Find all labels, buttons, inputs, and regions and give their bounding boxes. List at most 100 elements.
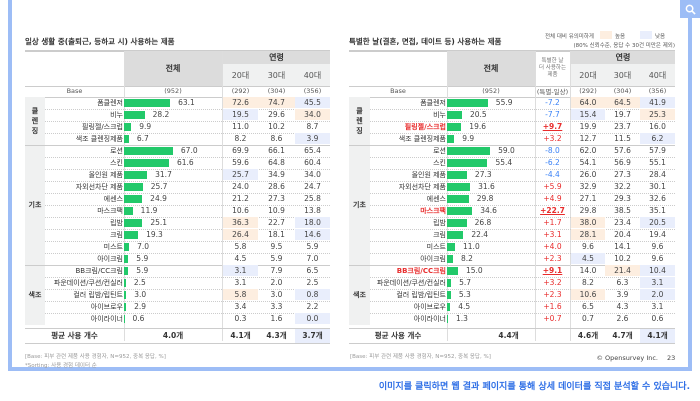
- value-age-2: 10.2: [614, 254, 631, 264]
- value-total: 22.4: [471, 230, 489, 240]
- value-age-2: 23.7: [614, 122, 631, 132]
- row-label[interactable]: 파운데이션/쿠션/컨실러: [376, 278, 446, 287]
- row-label[interactable]: 자외선차단 제품: [398, 182, 446, 191]
- row-label[interactable]: 마스크팩: [97, 206, 123, 215]
- row-label[interactable]: 필링젤/스크럽: [82, 122, 123, 131]
- row-label[interactable]: 로션: [110, 146, 123, 155]
- row-label[interactable]: 필링젤/스크럽: [404, 122, 446, 131]
- row-divider: [370, 288, 675, 290]
- value-age-3: 18.0: [295, 217, 330, 229]
- value-age-1: 0.7: [582, 314, 594, 324]
- bar-total: [124, 170, 148, 179]
- value-age-3: 9.6: [651, 254, 664, 264]
- right-footnote-base: [Base: 피부 관련 제품 사용 경험자, N=952, 중복 응답, %]: [350, 354, 491, 360]
- row-label[interactable]: 비누: [433, 110, 446, 119]
- value-total: 20.5: [469, 110, 487, 120]
- value-age-3: 60.4: [304, 158, 321, 168]
- page-number: 23: [667, 354, 676, 362]
- row-divider: [370, 108, 675, 110]
- row-label[interactable]: 올인원 제품: [88, 170, 123, 179]
- search-button[interactable]: [680, 0, 700, 18]
- row-label[interactable]: 미스트: [103, 242, 123, 251]
- avg-age-2: 4.7개: [612, 331, 633, 341]
- row-label[interactable]: 아이브로우: [90, 302, 123, 311]
- row-label[interactable]: 폼클렌저: [420, 98, 446, 107]
- bar-total: [124, 122, 132, 131]
- row-label[interactable]: 아이라이너: [413, 314, 446, 323]
- value-total: 34.6: [480, 206, 497, 216]
- row-label[interactable]: BB크림/CC크림: [75, 266, 124, 275]
- value-age-2: 2.6: [616, 314, 629, 324]
- legend-low-swatch: [640, 31, 652, 39]
- bar-total: [124, 302, 127, 311]
- value-age-2: 4.3: [616, 302, 629, 312]
- row-label[interactable]: 에센스: [426, 194, 446, 203]
- category-rule: [25, 264, 330, 266]
- value-diff: -8.0: [545, 146, 560, 156]
- value-age-2: 7.9: [270, 266, 283, 276]
- base-value: (304): [267, 87, 286, 96]
- base-value: (356): [303, 87, 322, 96]
- row-label[interactable]: 아이브로우: [413, 302, 446, 311]
- value-total: 5.9: [136, 254, 149, 264]
- row-label[interactable]: 립밤: [110, 218, 123, 227]
- value-age-3: 30.1: [649, 182, 666, 192]
- value-age-1: 36.3: [223, 217, 258, 229]
- row-label[interactable]: 미스트: [426, 242, 446, 251]
- row-label[interactable]: 에센스: [103, 194, 123, 203]
- bar-total: [447, 254, 453, 263]
- row-label[interactable]: 아이크림: [420, 254, 446, 263]
- row-label[interactable]: 스킨: [110, 158, 123, 167]
- row-label[interactable]: 크림: [433, 230, 446, 239]
- row-label[interactable]: 립밤: [433, 218, 446, 227]
- value-age-2: 2.0: [270, 278, 283, 288]
- row-label[interactable]: 색조 클렌징제품: [398, 134, 446, 143]
- value-age-2: 14.1: [614, 242, 631, 252]
- value-age-3: 34.0: [295, 109, 330, 121]
- row-label[interactable]: 컬러 립밤/립틴트: [73, 290, 123, 299]
- value-total: 28.2: [152, 110, 170, 120]
- value-total: 8.2: [460, 254, 473, 264]
- row-label[interactable]: 파운데이션/쿠션/컨실러: [53, 278, 123, 287]
- category-rule: [25, 144, 330, 146]
- row-label[interactable]: 폼클렌저: [97, 98, 123, 107]
- value-age-2: 3.0: [270, 290, 283, 300]
- value-diff: +3.2: [543, 278, 562, 288]
- row-label[interactable]: 색조 클렌징제품: [75, 134, 123, 143]
- row-label[interactable]: 로션: [433, 146, 446, 155]
- row-label[interactable]: 자외선차단 제품: [75, 182, 123, 191]
- row-divider: [45, 216, 330, 218]
- avg-top-rule: [349, 327, 675, 329]
- value-age-1: 5.8: [234, 242, 247, 252]
- row-label[interactable]: 비누: [110, 110, 123, 119]
- row-label[interactable]: 컬러 립밤/립틴트: [396, 290, 446, 299]
- value-total: 19.3: [146, 230, 163, 240]
- legend-high-swatch: [600, 31, 612, 39]
- row-label[interactable]: 올인원 제품: [411, 170, 446, 179]
- value-age-1: 72.6: [223, 97, 258, 109]
- row-label[interactable]: 크림: [110, 230, 123, 239]
- value-age-3: 19.4: [649, 230, 666, 240]
- value-age-1: 24.0: [232, 182, 249, 192]
- avg-age-1: 4.1개: [230, 331, 251, 341]
- row-label[interactable]: 아이크림: [97, 254, 123, 263]
- row-label[interactable]: BB크림/CC크림: [396, 266, 446, 275]
- bottom-analysis-link[interactable]: 이미지를 클릭하면 웹 결과 페이지를 통해 상세 데이터를 직접 분석할 수 …: [378, 382, 690, 392]
- value-total: 9.9: [462, 134, 475, 144]
- age-header-3: 40대: [295, 64, 330, 86]
- value-age-2: 10.2: [268, 122, 285, 132]
- value-diff: +2.3: [543, 254, 562, 264]
- value-diff: -7.2: [545, 98, 560, 108]
- bar-total: [447, 266, 458, 275]
- avg-age-3: 3.7개: [295, 328, 330, 343]
- value-age-2: 29.3: [614, 194, 631, 204]
- value-total: 63.1: [178, 98, 195, 108]
- value-age-1: 32.9: [579, 182, 597, 192]
- row-label[interactable]: 스킨: [433, 158, 446, 167]
- bar-total: [447, 290, 451, 299]
- value-age-1: 4.5: [571, 253, 605, 265]
- left-footnote-sorting: *Sorting: 사용 경험 데이터 순: [25, 363, 97, 369]
- row-label[interactable]: 아이라이너: [90, 314, 123, 323]
- row-divider: [45, 300, 330, 302]
- row-label[interactable]: 마스크팩: [420, 206, 446, 215]
